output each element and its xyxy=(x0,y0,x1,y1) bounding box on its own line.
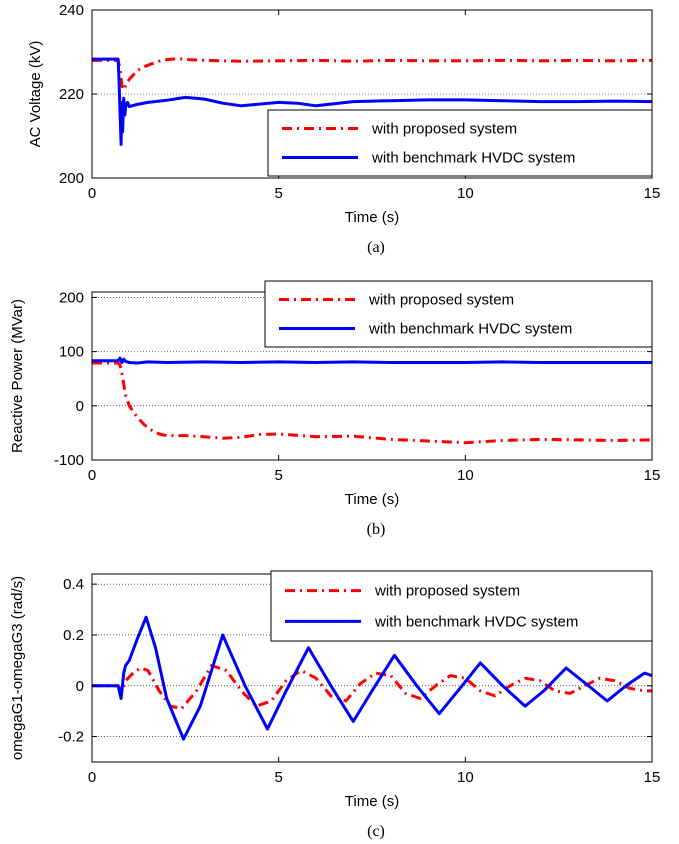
series-line-1 xyxy=(92,57,652,92)
y-tick-label: 100 xyxy=(59,344,84,361)
x-tick-label: 15 xyxy=(644,185,661,202)
y-tick-label: 200 xyxy=(59,170,84,187)
y-tick-label: 200 xyxy=(59,289,84,306)
series-line-1 xyxy=(92,664,652,711)
legend-box xyxy=(264,280,653,348)
x-tick-label: 10 xyxy=(457,185,474,202)
y-tick-label: -100 xyxy=(54,452,84,469)
legend: with proposed system with benchmark HVDC … xyxy=(264,280,653,348)
y-tick-label: 220 xyxy=(59,86,84,103)
x-axis-label: Time (s) xyxy=(345,491,399,508)
x-tick-label: 5 xyxy=(274,769,282,786)
series-line-2 xyxy=(92,615,652,741)
legend-label-2: with benchmark HVDC system xyxy=(374,613,578,630)
legend-label-1: with proposed system xyxy=(368,291,514,308)
legend-box xyxy=(270,570,653,642)
panel-caption: (b) xyxy=(367,521,386,538)
chart-panel-1: 0 5 10 15 200 220 240 Time (s) AC Voltage (kV) (a… xyxy=(27,2,660,256)
y-tick-label: 0.2 xyxy=(63,627,84,644)
y-axis-label: omegaG1-omegaG3 (rad/s) xyxy=(9,576,26,760)
x-tick-label: 15 xyxy=(644,467,661,484)
series-line-2 xyxy=(92,57,652,146)
x-axis-label: Time (s) xyxy=(345,793,399,810)
x-tick-label: 0 xyxy=(88,769,96,786)
legend-label-2: with benchmark HVDC system xyxy=(368,321,572,338)
legend-box xyxy=(267,109,653,177)
x-tick-label: 0 xyxy=(88,185,96,202)
legend-label-1: with proposed system xyxy=(374,583,520,600)
y-axis-label: Reactive Power (MVar) xyxy=(9,299,26,453)
x-tick-label: 0 xyxy=(88,467,96,484)
y-tick-label: 0 xyxy=(76,398,84,415)
series-line-1 xyxy=(92,361,652,445)
x-tick-label: 10 xyxy=(457,769,474,786)
panel-caption: (a) xyxy=(367,239,385,256)
y-tick-label: 0 xyxy=(76,678,84,695)
y-tick-label: 240 xyxy=(59,2,84,19)
legend-label-2: with benchmark HVDC system xyxy=(371,150,575,167)
x-axis-label: Time (s) xyxy=(345,209,399,226)
y-tick-label: -0.2 xyxy=(58,729,84,746)
y-axis-label: AC Voltage (kV) xyxy=(27,41,44,148)
legend-label-1: with proposed system xyxy=(371,120,517,137)
x-tick-label: 5 xyxy=(274,467,282,484)
y-tick-label: 0.4 xyxy=(63,576,84,593)
x-tick-label: 15 xyxy=(644,769,661,786)
series-line-2 xyxy=(92,356,652,365)
chart-panel-3: 0 5 10 15 -0.2 0 0.2 0.4 Time (s) omegaG1-omegaG3… xyxy=(9,570,661,840)
x-tick-label: 5 xyxy=(274,185,282,202)
legend: with proposed system with benchmark HVDC … xyxy=(267,109,653,177)
legend: with proposed system with benchmark HVDC … xyxy=(270,570,653,642)
x-tick-label: 10 xyxy=(457,467,474,484)
panel-caption: (c) xyxy=(367,823,385,840)
